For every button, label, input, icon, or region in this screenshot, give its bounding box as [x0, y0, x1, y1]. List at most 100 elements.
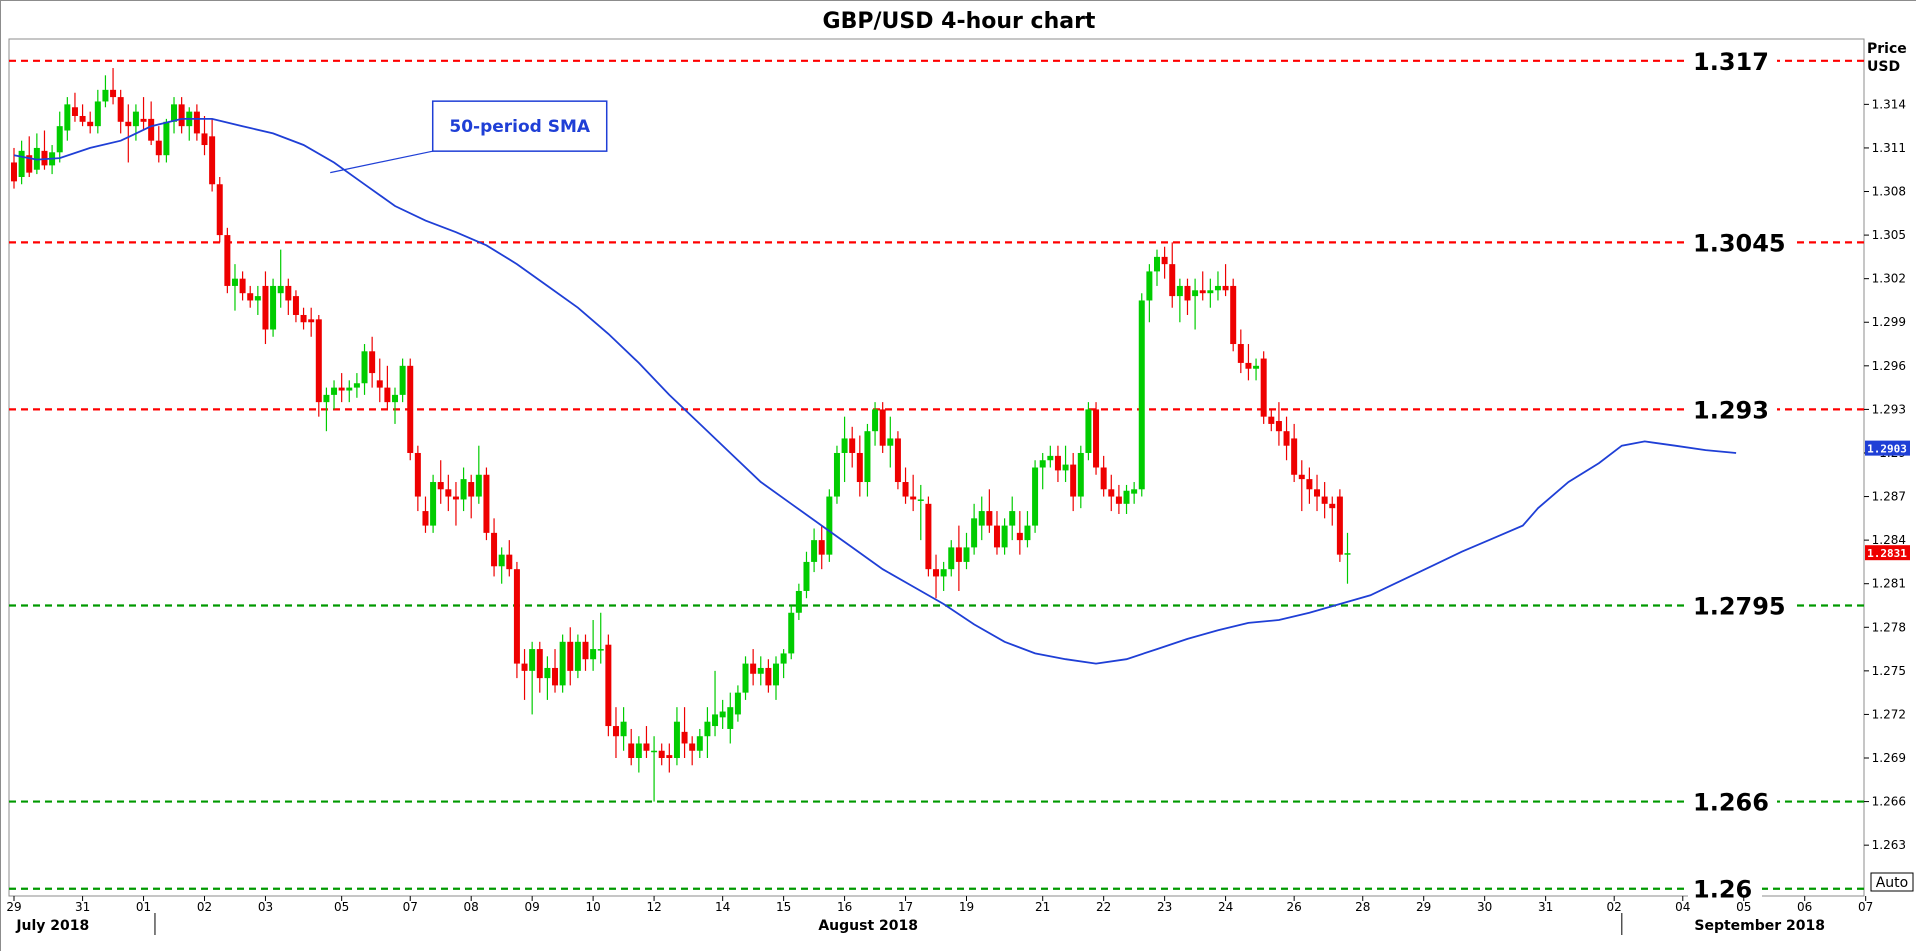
candle-body: [26, 155, 33, 173]
candle-body: [803, 561, 810, 591]
candle-body: [605, 644, 612, 727]
candle-body: [1039, 460, 1046, 468]
candle-body: [262, 285, 269, 330]
time-tick-label: 01: [136, 900, 151, 914]
price-tick-label: 1.308: [1872, 185, 1906, 199]
time-tick-label: 30: [1477, 900, 1492, 914]
candle-body: [11, 162, 17, 182]
candle-body: [788, 612, 795, 654]
auto-scale-box[interactable]: [1870, 872, 1914, 892]
candle-body: [1176, 285, 1183, 297]
time-tick-label: 02: [1607, 900, 1622, 914]
candle-body: [552, 667, 559, 686]
time-tick-label: 21: [1035, 900, 1050, 914]
candle-body: [643, 743, 650, 751]
candle-body: [1001, 525, 1008, 548]
candle-body: [292, 296, 299, 315]
month-label: July 2018: [15, 918, 89, 934]
candle-body: [856, 452, 863, 483]
level-label: 1.26: [1693, 876, 1752, 904]
candle-body: [635, 743, 642, 759]
sma-value-label: 1.2903: [1867, 443, 1907, 456]
candle-body: [567, 641, 574, 671]
candle-body: [940, 569, 947, 577]
sma-line: [13, 118, 1737, 665]
candle-body: [125, 121, 132, 127]
candle-body: [323, 394, 330, 403]
candle-body: [1131, 489, 1138, 494]
candle-body: [1146, 271, 1153, 301]
price-value-label: 1.2831: [1867, 547, 1907, 560]
candle-body: [712, 714, 719, 727]
candle-body: [1032, 467, 1039, 526]
candle-body: [392, 394, 398, 403]
candle-body: [445, 489, 452, 497]
price-tick-label: 1.302: [1872, 272, 1906, 286]
candle-body: [148, 118, 155, 141]
candle-body: [651, 750, 658, 753]
level-label-bg: [1688, 45, 1777, 76]
candle-body: [1291, 438, 1298, 475]
level-label: 1.293: [1693, 396, 1769, 424]
candle-body: [1161, 256, 1168, 265]
time-tick-label: 08: [464, 900, 479, 914]
candle-body: [56, 126, 63, 153]
price-tick-label: 1.269: [1872, 751, 1906, 765]
candle-body: [1237, 344, 1244, 363]
annotation-label: 50-period SMA: [449, 117, 591, 137]
candle-body: [1253, 365, 1260, 369]
candle-body: [658, 750, 665, 759]
candle-body: [483, 474, 490, 533]
time-tick-label: 12: [646, 900, 661, 914]
candle-body: [1230, 285, 1237, 345]
candle-body: [673, 721, 680, 759]
candle-body: [178, 104, 185, 127]
candle-body: [811, 540, 818, 562]
month-label: August 2018: [818, 918, 918, 934]
candle-body: [1275, 421, 1282, 432]
candle-body: [704, 721, 711, 737]
candle-body: [498, 554, 505, 567]
candle-body: [506, 554, 513, 570]
candle-body: [254, 296, 261, 301]
level-label: 1.317: [1693, 48, 1769, 76]
time-tick-label: 14: [715, 900, 730, 914]
candle-body: [681, 731, 688, 744]
candle-body: [1115, 496, 1122, 504]
time-tick-label: 19: [959, 900, 974, 914]
time-tick-label: 07: [1858, 900, 1873, 914]
candle-body: [910, 496, 917, 500]
candle-body: [64, 104, 71, 131]
candle-body: [1085, 409, 1092, 453]
candle-body: [163, 121, 170, 156]
candle-body: [87, 121, 94, 127]
price-tick-label: 1.311: [1872, 141, 1906, 155]
time-tick-label: 23: [1157, 900, 1172, 914]
price-tick-label: 1.278: [1872, 620, 1906, 634]
candle-body: [1329, 503, 1336, 509]
time-tick-label: 31: [75, 900, 90, 914]
month-label: September 2018: [1694, 918, 1825, 934]
candle-body: [1062, 464, 1069, 471]
candle-body: [1298, 474, 1305, 480]
candle-body: [1100, 467, 1107, 490]
level-label-bg: [1688, 873, 1762, 904]
candle-body: [1108, 489, 1115, 497]
candle-body: [277, 285, 284, 294]
candle-body: [513, 569, 520, 664]
candle-body: [948, 547, 955, 570]
candle-body: [1047, 455, 1054, 461]
price-tick-label: 1.263: [1872, 838, 1906, 852]
candle-body: [1154, 256, 1160, 272]
candle-body: [331, 387, 338, 395]
candle-body: [430, 482, 437, 526]
candle-body: [414, 452, 421, 497]
auto-scale-button[interactable]: Auto: [1876, 875, 1909, 891]
price-tick-label: 1.299: [1872, 315, 1906, 329]
candle-body: [1024, 525, 1031, 541]
time-tick-label: 04: [1675, 900, 1690, 914]
candle-body: [117, 97, 124, 122]
candle-body: [841, 438, 848, 453]
candle-body: [1336, 496, 1343, 555]
